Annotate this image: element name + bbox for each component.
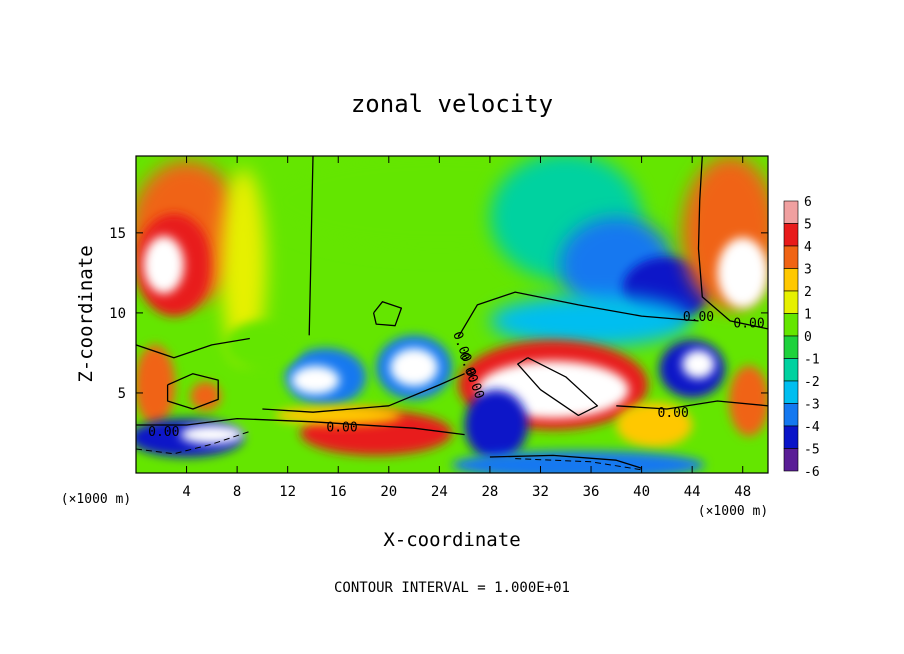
y-tick-label: 5 [118,386,126,402]
contour-line [308,156,314,336]
y-tick-label: 10 [109,306,126,322]
y-axis-ticks: 5 10 15 [109,226,768,402]
colorbar-swatch [783,223,799,247]
field-cell [682,349,715,379]
x-tick-label: 44 [684,484,701,500]
contour-interval-footer: CONTOUR INTERVAL = 1.000E+01 [334,580,570,596]
field-cell [728,365,768,437]
velocity-field [136,156,768,473]
colorbar-tick-label: 3 [804,263,812,278]
contour-line [616,400,768,410]
colorbar-tick-label: -2 [804,375,820,390]
contour-label: 0.00 [658,406,689,421]
colorbar-swatch [783,403,799,427]
field-cell [190,381,221,411]
x-tick-label: 24 [431,484,448,500]
colorbar-swatch [783,380,799,404]
colorbar-tick-label: 6 [804,195,812,210]
field-cell [616,402,693,448]
contour-line [489,454,642,469]
contour-label: 0.00 [148,425,179,440]
colorbar-tick-label: -1 [804,353,820,368]
colorbar-tick-label: 4 [804,240,812,255]
field-cell [489,295,693,347]
x-tick-label: 28 [481,484,498,500]
x-axis-title: X-coordinate [383,529,520,551]
x-tick-label: 48 [734,484,751,500]
colorbar-swatch [783,290,799,314]
contour-label: 0.00 [733,316,764,331]
contour-label: 0.00 [683,310,714,325]
field-cell [224,320,301,369]
colorbar-swatch [783,358,799,382]
colorbar-tick-label: -5 [804,443,820,458]
contour-line-negative [515,458,642,471]
field-cell [390,348,439,387]
contour-line [136,337,250,359]
x-tick-label: 8 [233,484,241,500]
contour-line [457,291,699,338]
x-tick-label: 40 [633,484,650,500]
field-cell [291,365,340,395]
field-cell [717,237,768,309]
colorbar-tick-label: 5 [804,218,812,233]
contour-line [372,301,403,327]
x-tick-label: 32 [532,484,549,500]
x-tick-label: 20 [380,484,397,500]
x-unit-left: (×1000 m) [61,492,131,507]
contour-line [262,373,465,413]
field-cell [180,424,244,445]
colorbar-swatch [783,245,799,269]
y-tick-label: 15 [109,226,126,242]
field-cell [464,389,528,461]
contour-label: 0.00 [326,420,357,435]
colorbar-swatch [783,425,799,449]
field-cell [143,236,185,294]
colorbar-tick-label: 1 [804,308,812,323]
colorbar-swatch [783,268,799,292]
colorbar: 6 5 4 3 2 1 0 -1 -2 -3 -4 -5 -6 [783,195,820,480]
colorbar-swatch [783,448,799,472]
contour-line [166,373,219,410]
contour-line [697,156,768,330]
colorbar-swatch [783,335,799,359]
field-cell [452,450,705,473]
chart-title: zonal velocity [351,90,553,118]
colorbar-swatch [783,200,799,224]
contour-lines [136,156,768,471]
x-tick-label: 12 [279,484,296,500]
colorbar-tick-label: -4 [804,420,820,435]
contour-line [136,417,465,436]
colorbar-tick-label: -3 [804,398,820,413]
colorbar-tick-label: 2 [804,285,812,300]
x-tick-label: 4 [182,484,190,500]
x-tick-label: 16 [330,484,347,500]
field-cell [275,405,402,425]
y-axis-title: Z-coordinate [75,245,97,382]
colorbar-tick-label: -6 [804,465,820,480]
x-unit-right: (×1000 m) [698,504,768,519]
contour-line [517,357,599,417]
field-cell [136,344,176,425]
field-cell [220,168,267,361]
plot-frame [135,155,769,474]
x-axis-ticks: 4 8 12 16 20 24 28 32 36 40 44 48 [182,156,751,500]
colorbar-swatch [783,313,799,337]
colorbar-tick-label: 0 [804,330,812,345]
x-tick-label: 36 [583,484,600,500]
